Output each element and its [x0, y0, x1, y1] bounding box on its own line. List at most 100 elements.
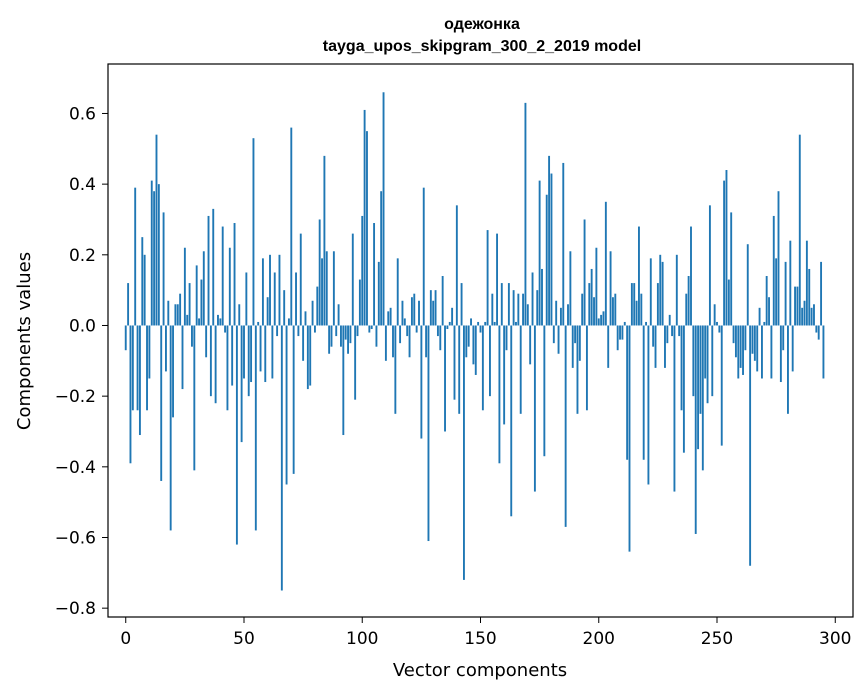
bar-282	[791, 325, 794, 372]
bar-169	[524, 102, 527, 326]
bar-9	[146, 325, 148, 411]
bar-247	[708, 205, 711, 326]
bar-231	[671, 325, 674, 337]
bar-40	[219, 318, 222, 326]
bar-114	[394, 325, 397, 414]
bar-136	[446, 325, 449, 330]
bar-223	[652, 325, 655, 347]
bar-116	[399, 325, 402, 344]
bar-102	[366, 131, 368, 326]
bar-210	[621, 325, 624, 340]
y-tick-label: −0.6	[55, 528, 96, 548]
bar-218	[640, 293, 643, 326]
bar-207	[614, 293, 617, 326]
bar-164	[512, 290, 515, 326]
bar-60	[266, 297, 269, 326]
y-axis: −0.8 −0.6 −0.4 −0.2 0.0 0.2 0.4 0.6	[55, 104, 108, 619]
bar-264	[749, 325, 752, 566]
bar-131	[434, 290, 437, 326]
bar-187	[567, 304, 569, 326]
bar-178	[545, 194, 548, 326]
bar-6	[138, 325, 141, 436]
bar-157	[496, 233, 498, 326]
bar-293	[817, 325, 820, 340]
y-axis-label: Components values	[14, 252, 35, 430]
bar-155	[491, 293, 494, 326]
bar-28	[191, 325, 193, 347]
bar-134	[441, 276, 444, 326]
bar-236	[682, 325, 685, 453]
bar-37	[212, 208, 215, 326]
bar-3	[131, 325, 134, 411]
bar-49	[240, 325, 243, 443]
bar-291	[813, 304, 815, 326]
bar-186	[564, 325, 567, 527]
bar-286	[801, 307, 804, 326]
bar-242	[697, 325, 700, 450]
bar-158	[498, 325, 501, 464]
bar-17	[165, 325, 167, 372]
bar-240	[692, 325, 695, 397]
bar-243	[699, 325, 702, 414]
bar-166	[517, 293, 520, 326]
bar-66	[280, 325, 283, 591]
y-tick-label: −0.8	[55, 599, 96, 619]
bar-34	[205, 325, 208, 358]
bar-163	[510, 325, 513, 517]
bar-148	[474, 325, 477, 375]
bar-147	[472, 325, 475, 365]
bar-38	[214, 325, 217, 404]
bar-270	[763, 321, 766, 326]
bar-230	[668, 314, 671, 326]
x-tick-label: 0	[120, 629, 131, 649]
bar-58	[261, 258, 264, 326]
bar-150	[479, 325, 482, 333]
bar-189	[571, 325, 574, 368]
bar-137	[448, 321, 451, 326]
bar-268	[758, 307, 761, 326]
bar-133	[439, 325, 442, 351]
bar-63	[273, 272, 276, 326]
bar-217	[638, 226, 640, 326]
bar-81	[316, 286, 319, 326]
bar-35	[207, 215, 210, 326]
bar-106	[375, 325, 378, 347]
bar-256	[730, 212, 733, 326]
bar-233	[675, 254, 678, 326]
bar-52	[247, 325, 250, 397]
bar-47	[235, 325, 238, 545]
bar-129	[429, 290, 432, 326]
bar-112	[389, 307, 392, 326]
bar-269	[761, 325, 763, 379]
bar-94	[347, 325, 349, 354]
bar-197	[590, 268, 593, 326]
bar-series	[124, 92, 825, 591]
bar-249	[713, 304, 716, 326]
bar-113	[392, 325, 394, 358]
bar-212	[626, 325, 629, 460]
bar-121	[410, 297, 413, 326]
bar-119	[406, 325, 409, 337]
bar-194	[583, 219, 586, 326]
bar-275	[775, 258, 778, 326]
bar-92	[342, 325, 345, 436]
bar-278	[782, 325, 785, 351]
bar-202	[602, 311, 605, 326]
bar-46	[233, 223, 236, 326]
bar-271	[765, 276, 768, 326]
bar-253	[723, 180, 726, 326]
bar-51	[245, 272, 248, 326]
bar-190	[574, 325, 577, 344]
bar-227	[661, 261, 664, 326]
bar-191	[576, 325, 579, 414]
bar-77	[306, 325, 309, 390]
bar-239	[690, 226, 692, 326]
y-tick-label: −0.2	[55, 387, 96, 407]
x-tick-label: 50	[233, 629, 255, 649]
y-tick-label: 0.4	[69, 175, 96, 195]
bar-16	[162, 212, 165, 326]
bar-165	[515, 321, 517, 326]
bar-257	[732, 325, 735, 344]
bar-142	[460, 283, 463, 326]
x-tick-label: 150	[464, 629, 496, 649]
